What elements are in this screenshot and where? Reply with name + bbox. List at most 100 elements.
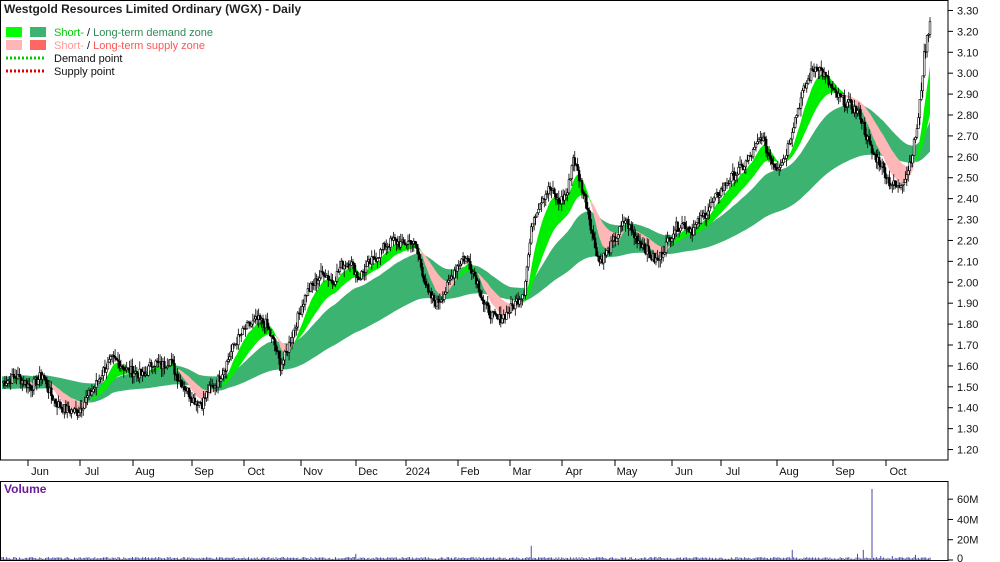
time-axis-label: Jul: [726, 466, 740, 478]
volume-axis-label: 20M: [957, 535, 978, 547]
time-axis-label: Feb: [461, 466, 480, 478]
price-candle-body: [283, 351, 286, 361]
price-candle-body: [699, 215, 703, 224]
price-candle-body: [530, 226, 533, 244]
price-candle-body: [770, 158, 774, 164]
short-term-zone: [218, 321, 278, 388]
price-axis-label: 3.10: [957, 47, 978, 59]
price-candle-body: [169, 358, 172, 366]
price-candle-body: [648, 251, 652, 259]
price-candle-body: [534, 216, 537, 219]
short-term-zone: [90, 362, 178, 402]
price-candle-body: [583, 193, 587, 197]
price-candle-body: [445, 281, 449, 293]
price-candle-body: [632, 232, 636, 239]
price-candle-body: [657, 259, 661, 261]
price-axis-label: 2.00: [957, 277, 978, 289]
price-candle-body: [358, 278, 362, 281]
price-candle-body: [444, 291, 447, 295]
price-candle-body: [406, 240, 410, 245]
price-candle-body: [547, 186, 550, 194]
price-axis-label: 2.30: [957, 215, 978, 227]
price-candle-body: [240, 334, 243, 336]
price-candle-body: [580, 180, 584, 193]
price-candle-body: [905, 174, 909, 180]
price-candle-body: [922, 51, 926, 77]
price-candle-body: [180, 380, 183, 388]
price-candle-body: [171, 359, 175, 364]
price-candle-body: [693, 224, 697, 228]
price-candle-body: [883, 167, 887, 178]
price-candle-body: [121, 366, 124, 368]
price-candle-body: [501, 318, 504, 324]
time-axis-label: Aug: [779, 466, 799, 478]
price-candle-body: [863, 122, 866, 135]
price-candle-body: [679, 227, 682, 232]
price-candle-body: [163, 361, 166, 368]
price-candle-body: [661, 253, 665, 258]
price-axis-label: 2.70: [957, 131, 978, 143]
price-candle-body: [437, 298, 440, 304]
price-candle-body: [83, 402, 86, 409]
price-candle-body: [592, 232, 595, 239]
price-candle-body: [319, 270, 323, 279]
price-candle-body: [421, 266, 424, 277]
price-candle-body: [274, 344, 278, 352]
price-candle-body: [831, 87, 835, 89]
price-candle-body: [84, 397, 88, 403]
price-candle-body: [563, 194, 566, 201]
price-candle-body: [621, 220, 624, 227]
short-term-zone: [522, 174, 591, 303]
price-candle-body: [399, 241, 402, 248]
price-candle-body: [553, 188, 556, 195]
price-candle-body: [154, 360, 157, 367]
price-candle-body: [775, 167, 778, 171]
time-axis-label: Sep: [194, 466, 214, 478]
price-candle-body: [844, 106, 848, 108]
price-candle-body: [738, 163, 742, 168]
price-candle-body: [917, 117, 920, 129]
price-candle-body: [18, 374, 21, 378]
volume-panel-frame: [0, 481, 949, 561]
price-candle-body: [32, 378, 36, 391]
price-candle-body: [631, 229, 634, 233]
price-axis-label: 2.40: [957, 194, 978, 206]
time-axis-label: Sep: [835, 466, 855, 478]
price-candle-body: [280, 363, 284, 371]
price-candle-body: [769, 155, 772, 160]
price-candle-body: [757, 139, 761, 142]
price-candle-body: [801, 90, 804, 99]
price-candle-body: [882, 162, 885, 168]
price-candle-body: [751, 149, 755, 158]
price-candle-body: [680, 223, 684, 229]
price-candle-body: [116, 359, 120, 362]
price-candle-body: [322, 272, 326, 277]
price-candle-body: [93, 387, 97, 390]
price-candle-body: [618, 226, 621, 235]
price-candle-body: [416, 248, 420, 255]
price-candle-body: [582, 192, 585, 195]
price-candle-body: [611, 240, 614, 242]
price-candle-body: [60, 406, 63, 409]
price-candle-body: [273, 338, 276, 346]
price-candle-body: [342, 264, 346, 270]
legend-label: Supply point: [54, 66, 115, 78]
price-candle-body: [438, 301, 442, 304]
price-candle-body: [42, 374, 46, 378]
price-candle-body: [764, 138, 768, 153]
price-candle-body: [824, 71, 827, 76]
time-axis-label: Jun: [675, 466, 693, 478]
price-candle-body: [482, 299, 485, 305]
price-axis-label: 1.80: [957, 319, 978, 331]
price-candle-body: [743, 166, 746, 170]
price-candle-body: [509, 303, 513, 313]
price-candle-body: [376, 258, 379, 262]
price-candle-body: [585, 195, 588, 209]
price-candle-body: [537, 208, 540, 214]
price-candle-body: [269, 329, 272, 336]
price-candle-body: [576, 164, 579, 171]
price-candle-body: [495, 313, 498, 317]
price-candle-body: [189, 396, 192, 399]
price-candle-body: [590, 229, 594, 234]
price-candle-body: [309, 282, 313, 292]
